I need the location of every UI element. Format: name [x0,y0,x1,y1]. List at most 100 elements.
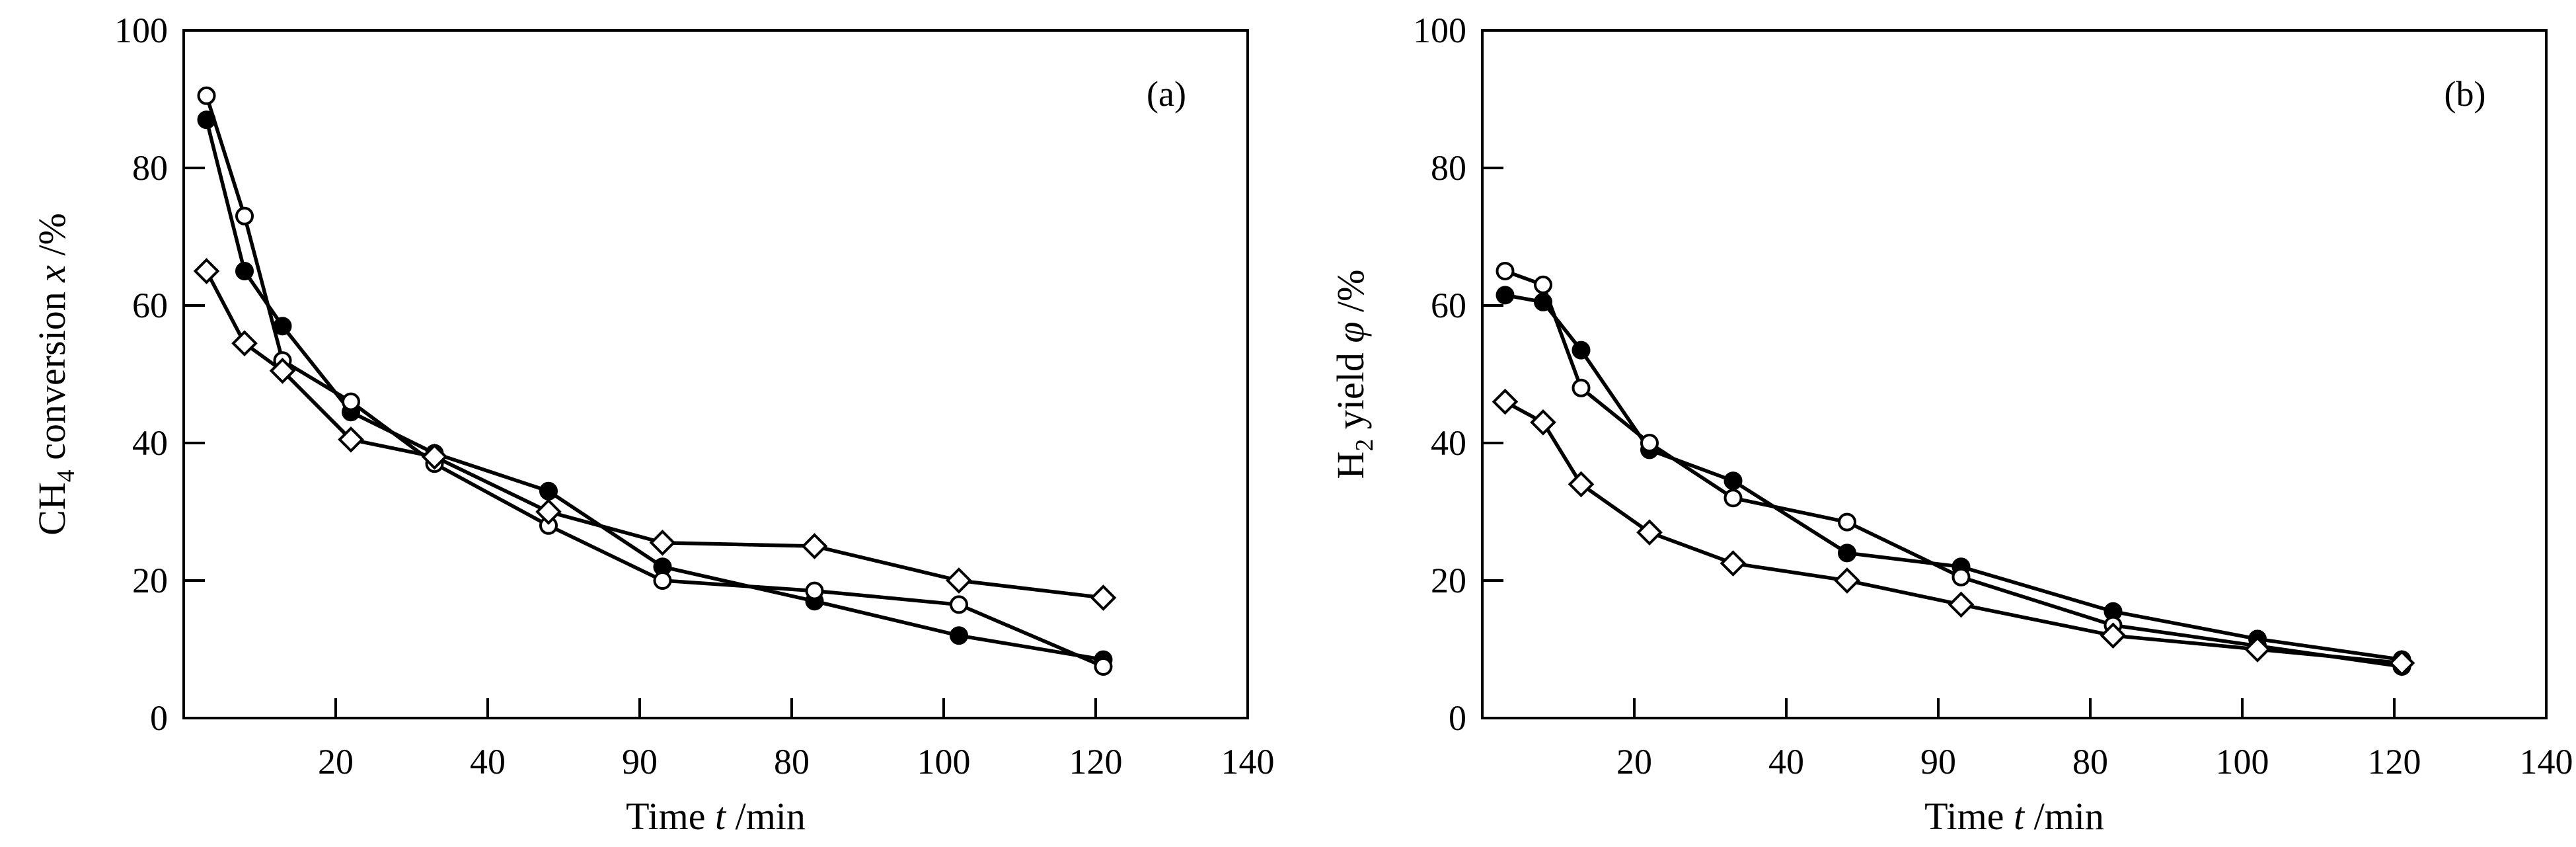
y-tick-label: 100 [114,11,168,50]
y-tick-label: 40 [1431,423,1466,463]
x-tick-label: 40 [470,742,506,782]
open-circle-marker [1838,512,1856,532]
filled-circle-marker [1534,292,1552,311]
series-line [204,95,1104,668]
label-part: /% [1329,270,1372,322]
label-part: t [715,795,727,838]
open-circle-marker [1534,275,1552,294]
series-line [205,270,1104,600]
open-diamond-marker [269,357,296,384]
x-tick-label: 80 [774,742,810,782]
panel-b: 20 40 90 80 100 120 140 0 20 40 60 80 100 Time t /min… [1329,11,2573,838]
panel-a: 20 40 90 80 100 120 140 0 20 40 60 80 100 Time t /min… [30,11,1275,838]
y-tick-label: 20 [1431,561,1466,600]
filled-circle-marker [197,110,216,130]
filled-circle-marker [235,262,254,280]
y-tick-label: 100 [1413,11,1466,50]
label-part: t [2014,795,2026,838]
y-axis-title: CH4​ conversion x /% [30,213,80,536]
series-line [1504,400,2402,665]
open-diamond-marker [649,529,676,556]
plot-box [182,29,1249,719]
x-tick-label: 120 [2368,742,2421,782]
open-circle-marker [235,206,254,225]
label-part: Time [626,795,715,838]
y-tick-label: 20 [132,561,168,600]
label-part: conversion [30,282,73,470]
x-tick-label: 120 [1069,742,1123,782]
x-tick-label: 80 [2072,742,2108,782]
open-diamond-marker [2388,649,2415,676]
y-tick-label: 0 [150,698,168,738]
y-tick-label: 80 [132,148,168,188]
open-diamond-marker [421,443,448,470]
open-diamond-marker [1636,519,1663,546]
open-circle-marker [197,86,216,105]
y-tick-label: 80 [1431,148,1466,188]
open-diamond-marker [1530,409,1556,436]
open-circle-marker [950,595,968,614]
x-tick-label: 140 [1221,742,1275,782]
x-tick-label: 90 [1920,742,1956,782]
y-tick-label: 60 [132,286,168,325]
open-diamond-marker [1492,388,1519,415]
series-line [1504,269,2402,668]
x-axis-title: Time t /min [626,795,806,838]
open-diamond-marker [946,567,972,594]
panel-corner-label: (a) [1147,74,1186,114]
open-circle-marker [1094,657,1113,676]
x-axis-title: Time t /min [1924,795,2104,838]
open-circle-marker [653,571,672,590]
filled-circle-marker [539,481,558,501]
plot-box [1481,29,2548,719]
x-tick-label: 20 [318,742,354,782]
label-part: /% [30,213,73,265]
x-tick-label: 100 [2216,742,2269,782]
x-tick-label: 90 [622,742,658,782]
label-part: CH [30,482,73,536]
open-circle-marker [1496,262,1515,280]
open-diamond-marker [1090,585,1117,611]
open-diamond-marker [1948,591,1975,618]
open-circle-marker [1640,434,1659,452]
x-tick-label: 140 [2520,742,2573,782]
filled-circle-marker [1496,286,1515,305]
label-part: /min [2024,795,2104,838]
x-tick-label: 20 [1616,742,1652,782]
open-diamond-marker [231,330,258,357]
filled-circle-marker [1724,471,1743,491]
label-part: x [30,265,73,283]
label-part: Time [1924,795,2014,838]
label-part: φ [1329,321,1372,343]
open-circle-marker [1724,489,1743,508]
filled-circle-marker [1572,341,1591,360]
y-tick-label: 0 [1449,698,1466,738]
series-line [204,119,1104,662]
x-tick-label: 100 [917,742,971,782]
open-diamond-marker [1834,567,1860,594]
y-tick-label: 60 [1431,286,1466,325]
open-diamond-marker [2244,636,2271,663]
open-diamond-marker [535,499,562,525]
label-part: 2 [1351,439,1379,452]
label-part: H [1329,452,1372,479]
open-circle-marker [1572,378,1591,397]
y-axis-title: H2​ yield φ /% [1329,270,1379,479]
filled-circle-marker [950,626,968,645]
open-circle-marker [1951,567,1971,586]
label-part: yield [1329,343,1372,439]
filled-circle-marker [273,317,292,336]
x-tick-label: 40 [1768,742,1804,782]
label-part: /min [726,795,806,838]
open-circle-marker [805,581,824,600]
open-diamond-marker [2100,622,2127,649]
open-circle-marker [342,392,360,411]
open-diamond-marker [193,258,220,284]
open-diamond-marker [1720,550,1747,577]
open-diamond-marker [338,426,364,453]
filled-circle-marker [1838,544,1856,563]
series-line [1505,293,2402,662]
open-diamond-marker [801,533,828,559]
